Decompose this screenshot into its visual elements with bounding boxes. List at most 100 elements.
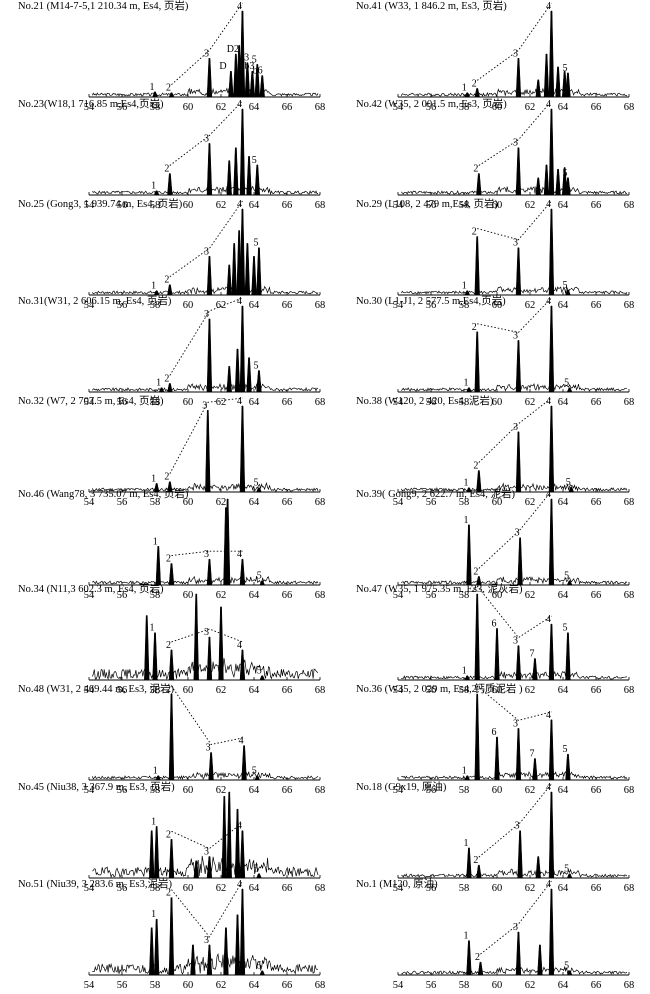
x-tick-label: 58 — [150, 497, 161, 508]
peak-label: 7 — [529, 749, 534, 760]
x-tick-label: 64 — [558, 497, 569, 508]
x-tick-label: 68 — [624, 102, 635, 113]
chromatogram-peak — [566, 873, 573, 879]
chromatogram-peak — [466, 387, 472, 393]
chromatogram-peak — [515, 931, 522, 976]
peak-label: 4 — [546, 782, 551, 793]
chromatogram-peak — [239, 558, 246, 586]
chromatogram-peak — [153, 483, 160, 493]
x-tick-label: 60 — [492, 102, 503, 113]
x-tick-label: 58 — [150, 590, 161, 601]
x-tick-label: 54 — [393, 590, 404, 601]
chromatogram-peak — [218, 606, 224, 681]
chromatogram-peak — [153, 290, 160, 296]
chromatogram-peak — [474, 593, 480, 681]
peak-label: 5 — [562, 168, 567, 179]
x-tick-label: 64 — [249, 980, 260, 991]
chromatogram-peak — [474, 693, 480, 781]
peak-label: 3 — [204, 48, 209, 59]
chromatogram-peak — [259, 970, 266, 976]
x-tick-label: 62 — [525, 685, 536, 696]
panel-title: No.23(W18,1 716.85 m,Es4,页岩) — [18, 97, 164, 110]
chromatogram-peak — [153, 826, 160, 879]
chromatogram-peak — [193, 860, 199, 879]
chromatogram-peak — [158, 387, 165, 393]
peak-label: 4 — [237, 821, 242, 832]
x-tick-label: 60 — [492, 883, 503, 894]
x-tick-label: 60 — [492, 785, 503, 796]
chromatogram-peak — [228, 70, 234, 98]
x-tick-label: 56 — [426, 883, 437, 894]
peak-label: 3 — [204, 935, 209, 946]
baseline-trace — [92, 575, 319, 586]
panel-title: No.31(W31, 2 606.15 m, Es4, 页岩) — [18, 294, 172, 307]
chromatogram-peak — [168, 92, 175, 98]
peak-label: 3 — [513, 718, 518, 729]
x-tick-label: 66 — [282, 102, 293, 113]
x-tick-label: 56 — [117, 980, 128, 991]
chromatogram-panel: No.36 (W35, 2 029 m, Es4, 钙质泥岩 )54 56 58 60… — [356, 682, 634, 796]
chromatogram-peak — [226, 365, 232, 393]
x-tick-label: 62 — [216, 980, 227, 991]
x-tick-label: 62 — [216, 200, 227, 211]
peak-label: 4 — [546, 710, 551, 721]
peak-label: 2 — [473, 461, 478, 472]
x-tick-label: 66 — [282, 590, 293, 601]
chromatogram-peak — [246, 357, 252, 393]
x-tick-label: 64 — [249, 300, 260, 311]
x-tick-label: 60 — [492, 300, 503, 311]
chromatogram-peak — [254, 164, 260, 196]
x-tick-label: 64 — [558, 785, 569, 796]
x-tick-label: 58 — [459, 980, 470, 991]
x-tick-label: 54 — [84, 980, 95, 991]
peak-label: 6 — [492, 727, 497, 738]
baseline-trace — [400, 87, 628, 97]
x-tick-label: 56 — [117, 497, 128, 508]
x-tick-label: 62 — [216, 102, 227, 113]
x-tick-label: 60 — [183, 200, 194, 211]
x-tick-label: 58 — [150, 300, 161, 311]
peak-label: 2 — [472, 322, 477, 333]
peak-label: 4 — [546, 396, 551, 407]
chromatogram-peak — [565, 632, 571, 681]
chromatogram-peak — [168, 649, 175, 681]
x-tick-label: 54 — [393, 685, 404, 696]
chromatogram-peak — [543, 164, 550, 196]
chromatogram-peak — [477, 961, 484, 976]
peak-label: a3 — [240, 53, 249, 64]
x-tick-label: 66 — [591, 102, 602, 113]
x-tick-label: 58 — [459, 883, 470, 894]
peak-label: 3 — [513, 636, 518, 647]
peak-label: 3 — [513, 330, 518, 341]
x-tick-label: 68 — [315, 397, 326, 408]
x-tick-label: 60 — [492, 590, 503, 601]
peak-label: 5 — [566, 477, 571, 488]
chromatogram-panel: No.32 (W7, 2 707.5 m, Es4, 页岩)54 56 58 60 62… — [18, 394, 325, 508]
chromatogram-peak — [167, 383, 173, 393]
chromatogram-peak — [515, 340, 522, 393]
x-tick-label: 68 — [624, 685, 635, 696]
chromatogram-peak — [223, 927, 229, 976]
panel-title: No.46 (Wang78, 3 735.07 m, Es4, 页岩) — [18, 487, 189, 500]
chromatogram-peak — [168, 897, 175, 976]
chromatogram-peak — [239, 649, 246, 681]
panel-title: No.29 (L108, 2 479 m,Es4, 页岩) — [356, 197, 499, 210]
x-tick-label: 54 — [393, 102, 404, 113]
baseline-trace — [401, 965, 628, 975]
peak-label: 1 — [462, 666, 467, 677]
peak-label: 1 — [150, 82, 155, 93]
peak-label: 5 — [564, 961, 569, 972]
baseline-trace — [401, 670, 628, 680]
chromatogram-peak — [206, 318, 213, 393]
peak-label: 1 — [462, 766, 467, 777]
panel-title: No.36 (W35, 2 029 m, Es4, 钙质泥岩 ) — [356, 682, 523, 695]
chromatogram-peak — [239, 305, 246, 393]
chromatogram-peak — [149, 830, 155, 879]
chromatogram-peak — [246, 156, 252, 196]
x-tick-label: 54 — [84, 300, 95, 311]
baseline-trace — [92, 285, 319, 295]
peak-label: 4 — [546, 879, 551, 890]
peak-label: 2 — [166, 829, 171, 840]
chromatogram-peak — [167, 481, 173, 493]
peak-label: 2 — [473, 566, 478, 577]
